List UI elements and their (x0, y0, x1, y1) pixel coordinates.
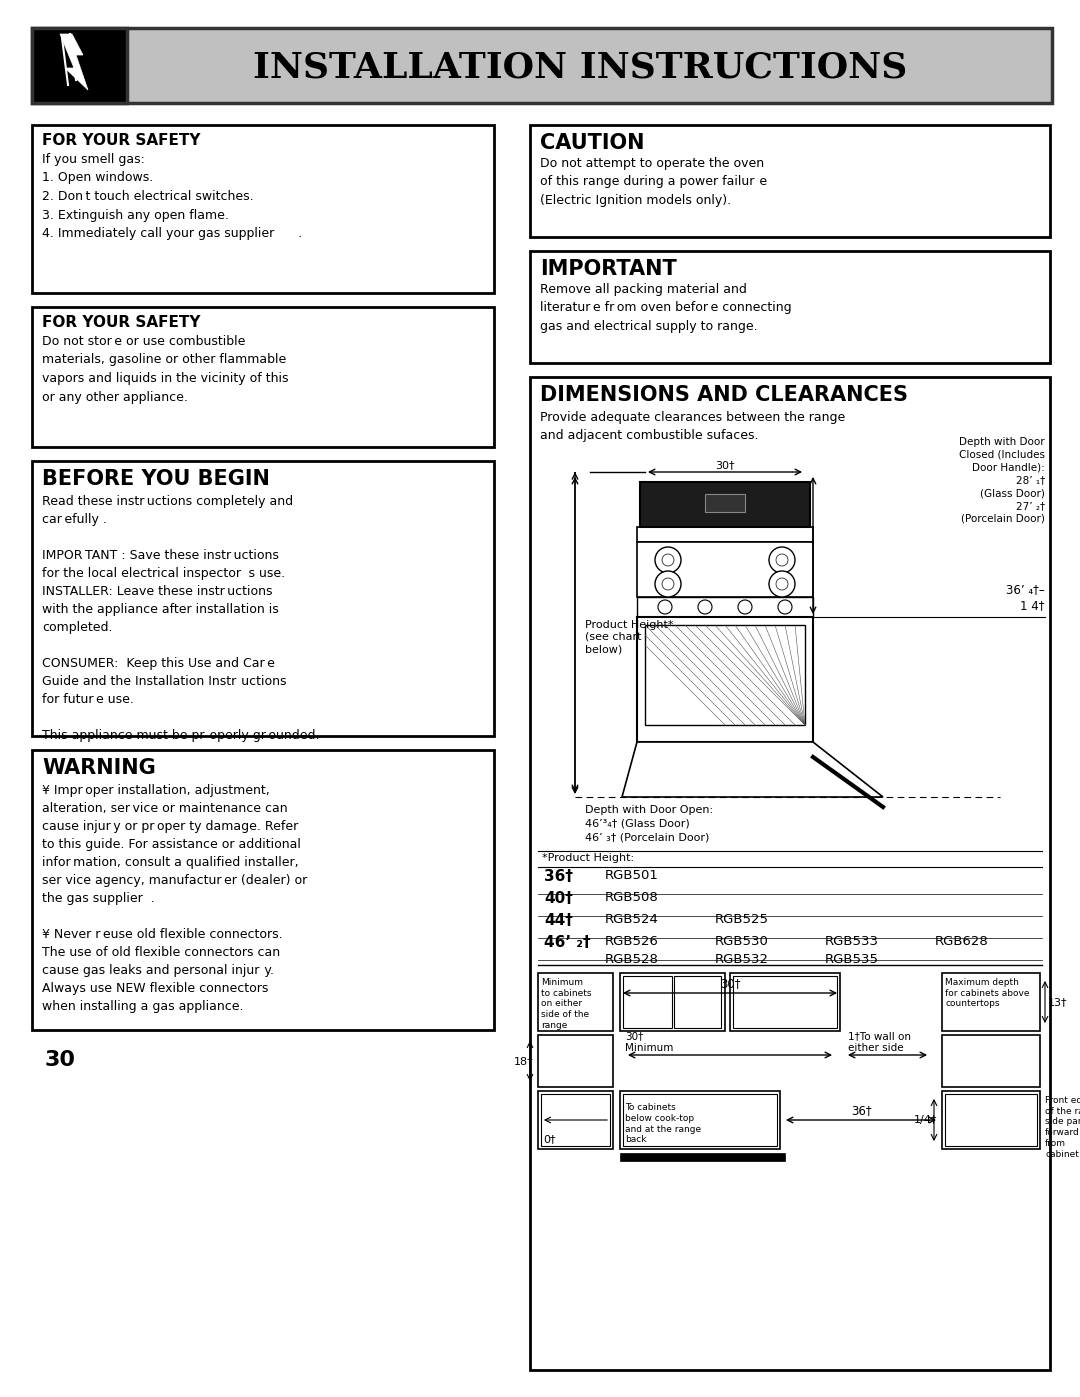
Text: FOR YOUR SAFETY: FOR YOUR SAFETY (42, 133, 201, 148)
Bar (674, 977, 721, 1028)
Circle shape (654, 571, 681, 597)
Bar (530, 124, 1050, 237)
Text: Provide adequate clearances between the range
and adjacent combustible sufaces.: Provide adequate clearances between the … (540, 411, 846, 441)
Text: DIMENSIONS AND CLEARANCES: DIMENSIONS AND CLEARANCES (540, 386, 908, 405)
Text: BEFORE YOU BEGIN: BEFORE YOU BEGIN (42, 469, 270, 489)
Bar (942, 1035, 1040, 1087)
Polygon shape (60, 34, 87, 89)
Text: 0†: 0† (543, 1134, 555, 1144)
Bar (538, 972, 613, 1031)
Circle shape (662, 555, 674, 566)
Text: CAUTION: CAUTION (540, 133, 645, 154)
Bar (32, 28, 127, 103)
Text: 1†To wall on
either side: 1†To wall on either side (848, 1031, 912, 1053)
Bar (623, 977, 672, 1028)
Bar (623, 1094, 777, 1146)
Text: 1/4†: 1/4† (914, 1115, 937, 1125)
Text: 46’³₄† (Glass Door): 46’³₄† (Glass Door) (585, 819, 690, 828)
Text: 30†: 30† (719, 977, 740, 990)
Bar (705, 495, 745, 511)
Text: WARNING: WARNING (42, 759, 156, 778)
Text: RGB535: RGB535 (825, 953, 879, 965)
Text: 44†: 44† (544, 914, 572, 928)
Bar (32, 28, 1052, 103)
Circle shape (777, 578, 788, 590)
Text: FOR YOUR SAFETY: FOR YOUR SAFETY (42, 314, 201, 330)
Circle shape (662, 578, 674, 590)
Bar (32, 124, 494, 293)
Bar (730, 972, 840, 1031)
Text: Read these instr uctions completely and
car efully .

IMPOR TANT : Save these in: Read these instr uctions completely and … (42, 495, 320, 742)
Text: INSTALLATION INSTRUCTIONS: INSTALLATION INSTRUCTIONS (253, 52, 907, 85)
Text: 18†: 18† (513, 1056, 534, 1066)
Text: 36’ ₄†–
1 4†: 36’ ₄†– 1 4† (1007, 583, 1045, 612)
Bar (942, 1091, 1040, 1148)
Text: RGB501: RGB501 (605, 869, 659, 882)
Bar (733, 977, 837, 1028)
Text: Maximum depth
for cabinets above
countertops: Maximum depth for cabinets above counter… (945, 978, 1029, 1009)
Circle shape (769, 571, 795, 597)
Bar (640, 482, 810, 527)
Circle shape (654, 548, 681, 573)
Bar (645, 624, 805, 725)
Bar (620, 1091, 780, 1148)
Circle shape (738, 599, 752, 615)
Bar (32, 461, 494, 736)
Text: *Product Height:: *Product Height: (542, 854, 634, 863)
Text: To cabinets
below cook-top
and at the range
back: To cabinets below cook-top and at the ra… (625, 1104, 701, 1144)
Text: 40†: 40† (544, 891, 572, 907)
Circle shape (777, 555, 788, 566)
Text: RGB525: RGB525 (715, 914, 769, 926)
Bar (637, 597, 813, 617)
Circle shape (698, 599, 712, 615)
Text: Remove all packing material and
literatur e fr om oven befor e connecting
gas an: Remove all packing material and literatu… (540, 284, 792, 332)
Circle shape (658, 599, 672, 615)
Text: RGB532: RGB532 (715, 953, 769, 965)
Text: RGB533: RGB533 (825, 935, 879, 949)
Text: RGB528: RGB528 (605, 953, 659, 965)
Text: 30†: 30† (715, 460, 734, 469)
Text: RGB526: RGB526 (605, 935, 659, 949)
Text: 36†: 36† (851, 1104, 872, 1118)
Text: 30†
Minimum: 30† Minimum (625, 1031, 673, 1053)
Text: 46’ ₂†: 46’ ₂† (544, 935, 591, 950)
Bar (942, 972, 1040, 1031)
Text: IMPORTANT: IMPORTANT (540, 258, 677, 279)
Text: 36†: 36† (544, 869, 573, 884)
Text: Depth with Door
Closed (Includes
Door Handle):
28’ ₁†
(Glass Door)
27’ ₂†
(Porce: Depth with Door Closed (Includes Door Ha… (959, 437, 1045, 524)
Bar (637, 542, 813, 597)
Bar (541, 1094, 610, 1146)
Text: RGB628: RGB628 (935, 935, 989, 949)
Bar (538, 1035, 613, 1087)
Text: Do not stor e or use combustible
materials, gasoline or other flammable
vapors a: Do not stor e or use combustible materia… (42, 335, 288, 404)
Bar (32, 750, 494, 1030)
Text: RGB524: RGB524 (605, 914, 659, 926)
Bar (620, 1153, 785, 1161)
Bar (620, 972, 725, 1031)
Text: 46’ ₃† (Porcelain Door): 46’ ₃† (Porcelain Door) (585, 833, 710, 842)
Text: 13†: 13† (1048, 997, 1067, 1007)
Circle shape (778, 599, 792, 615)
Bar (530, 377, 1050, 1370)
Bar (32, 307, 494, 447)
Bar (530, 251, 1050, 363)
Circle shape (769, 548, 795, 573)
Text: 30: 30 (45, 1051, 76, 1070)
Text: If you smell gas:
1. Open windows.
2. Don t touch electrical switches.
3. Exting: If you smell gas: 1. Open windows. 2. Do… (42, 154, 302, 240)
Polygon shape (622, 742, 883, 798)
Text: Do not attempt to operate the oven
of this range during a power failur  e
(Elect: Do not attempt to operate the oven of th… (540, 156, 767, 207)
Text: Depth with Door Open:: Depth with Door Open: (585, 805, 713, 814)
Text: RGB508: RGB508 (605, 891, 659, 904)
Text: ¥ Impr oper installation, adjustment,
alteration, ser vice or maintenance can
ca: ¥ Impr oper installation, adjustment, al… (42, 784, 307, 1013)
Text: RGB530: RGB530 (715, 935, 769, 949)
Bar (945, 1094, 1037, 1146)
Text: Minimum
to cabinets
on either
side of the
range: Minimum to cabinets on either side of th… (541, 978, 592, 1030)
Bar (637, 527, 813, 542)
Text: Front edge
of the range
side panel
forward
from
cabinet: Front edge of the range side panel forwa… (1045, 1097, 1080, 1158)
Bar (637, 617, 813, 742)
Text: Product Height*
(see chart
below): Product Height* (see chart below) (585, 619, 674, 654)
Bar (538, 1091, 613, 1148)
